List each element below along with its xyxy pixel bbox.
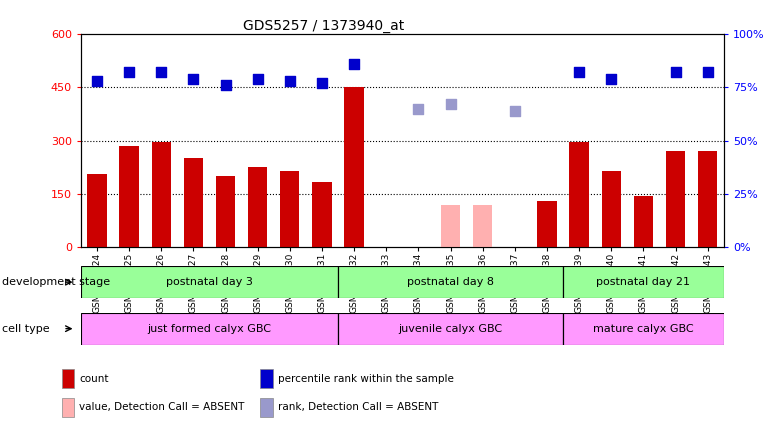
Text: count: count bbox=[79, 374, 109, 384]
Bar bbox=[344, 87, 363, 247]
Bar bbox=[563, 313, 724, 345]
Bar bbox=[119, 146, 139, 247]
Bar bbox=[634, 196, 653, 247]
Bar bbox=[338, 266, 563, 298]
Point bbox=[91, 77, 103, 84]
Bar bbox=[62, 398, 75, 417]
Point bbox=[605, 75, 618, 82]
Point bbox=[669, 69, 681, 76]
Bar bbox=[313, 181, 332, 247]
Point bbox=[123, 69, 136, 76]
Bar bbox=[666, 151, 685, 247]
Bar bbox=[81, 266, 338, 298]
Point bbox=[701, 69, 714, 76]
Point bbox=[283, 77, 296, 84]
Point bbox=[252, 75, 264, 82]
Text: cell type: cell type bbox=[2, 324, 49, 334]
Text: GDS5257 / 1373940_at: GDS5257 / 1373940_at bbox=[243, 19, 404, 33]
Text: percentile rank within the sample: percentile rank within the sample bbox=[278, 374, 454, 384]
Bar bbox=[570, 143, 589, 247]
Bar bbox=[260, 398, 273, 417]
Point bbox=[316, 80, 328, 86]
Point bbox=[219, 82, 232, 88]
Text: postnatal day 3: postnatal day 3 bbox=[166, 277, 253, 287]
Bar bbox=[152, 143, 171, 247]
Bar bbox=[216, 176, 235, 247]
Point bbox=[573, 69, 585, 76]
Text: just formed calyx GBC: just formed calyx GBC bbox=[147, 324, 272, 334]
Bar bbox=[601, 171, 621, 247]
Bar bbox=[338, 313, 563, 345]
Bar bbox=[280, 171, 300, 247]
Bar bbox=[81, 313, 338, 345]
Point bbox=[348, 60, 360, 67]
Bar bbox=[537, 201, 557, 247]
Bar bbox=[248, 168, 267, 247]
Point bbox=[509, 107, 521, 114]
Bar bbox=[87, 174, 106, 247]
Bar bbox=[473, 205, 492, 247]
Bar bbox=[260, 369, 273, 388]
Bar bbox=[698, 151, 718, 247]
Bar bbox=[441, 205, 460, 247]
Text: postnatal day 21: postnatal day 21 bbox=[597, 277, 691, 287]
Point bbox=[412, 105, 424, 112]
Bar bbox=[62, 369, 75, 388]
Bar bbox=[563, 266, 724, 298]
Point bbox=[444, 101, 457, 108]
Point bbox=[187, 75, 199, 82]
Text: rank, Detection Call = ABSENT: rank, Detection Call = ABSENT bbox=[278, 402, 438, 412]
Text: value, Detection Call = ABSENT: value, Detection Call = ABSENT bbox=[79, 402, 245, 412]
Text: postnatal day 8: postnatal day 8 bbox=[407, 277, 494, 287]
Text: mature calyx GBC: mature calyx GBC bbox=[593, 324, 694, 334]
Point bbox=[155, 69, 167, 76]
Bar bbox=[184, 159, 203, 247]
Text: development stage: development stage bbox=[2, 277, 109, 287]
Text: juvenile calyx GBC: juvenile calyx GBC bbox=[399, 324, 503, 334]
